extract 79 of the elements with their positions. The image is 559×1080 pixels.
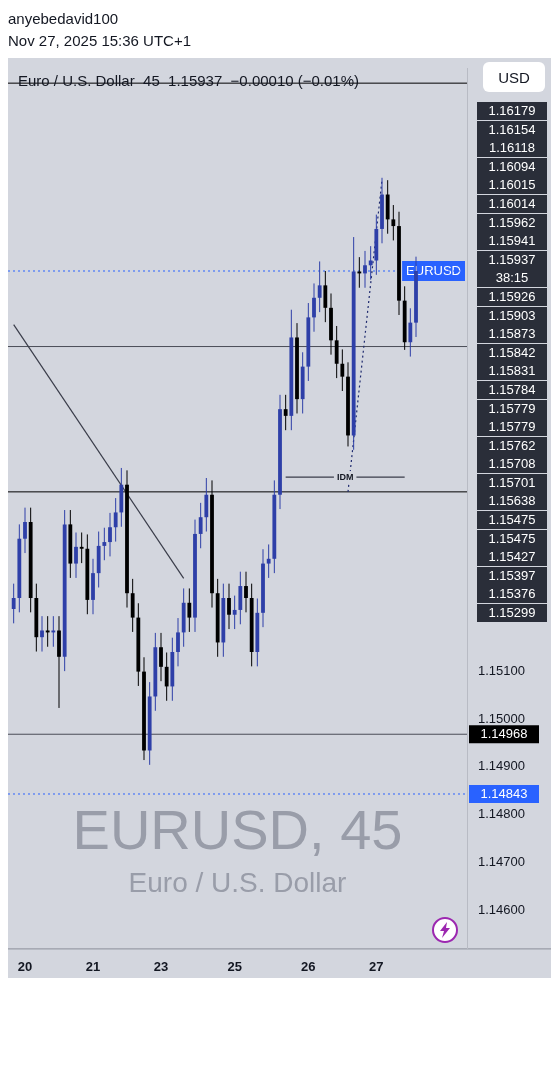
x-tick-label: 27 bbox=[369, 958, 384, 974]
y-tick-label: 1.15000 bbox=[478, 710, 525, 726]
annotation: Euro / U.S. Dollar bbox=[128, 866, 347, 898]
candlestick bbox=[323, 270, 328, 323]
candlestick bbox=[312, 282, 316, 333]
text: 1.15475 bbox=[477, 529, 547, 548]
candlestick bbox=[102, 527, 107, 561]
candlestick bbox=[334, 325, 339, 379]
text: 1.15708 bbox=[477, 455, 547, 474]
candlestick bbox=[40, 615, 44, 653]
candlestick bbox=[266, 543, 271, 579]
text: 1.15427 bbox=[477, 548, 547, 567]
candlestick bbox=[187, 587, 192, 633]
y-tick-label: 1.14600 bbox=[478, 901, 525, 917]
annotation: IDM bbox=[336, 471, 354, 482]
x-tick-label: 23 bbox=[153, 958, 169, 974]
candlestick bbox=[391, 204, 396, 241]
text: 1.15299 bbox=[477, 604, 547, 623]
x-tick-label: 21 bbox=[85, 958, 101, 974]
annotation: EURUSD bbox=[406, 262, 462, 278]
candlestick bbox=[363, 250, 367, 289]
candlestick bbox=[23, 507, 27, 554]
candlestick bbox=[357, 256, 362, 289]
text: 1.15903 bbox=[477, 306, 547, 325]
candlestick bbox=[74, 532, 78, 579]
text: 1.15779 bbox=[477, 399, 547, 418]
candlestick bbox=[204, 477, 209, 533]
text: 1.16094 bbox=[477, 157, 547, 176]
candlestick bbox=[108, 512, 112, 557]
candlestick bbox=[11, 583, 16, 624]
text: 1.15962 bbox=[477, 213, 547, 232]
annotation: EURUSD, 45 bbox=[72, 798, 403, 862]
candlestick bbox=[340, 348, 345, 392]
x-tick-label: 26 bbox=[301, 958, 316, 974]
text: 1.15762 bbox=[477, 436, 547, 455]
text: 1.15376 bbox=[477, 585, 547, 604]
text: 1.15937 bbox=[477, 250, 547, 269]
text: 1.16014 bbox=[477, 194, 547, 213]
candlestick bbox=[176, 617, 180, 667]
text: anyebedavid100 bbox=[8, 9, 120, 29]
text: 1.16118 bbox=[477, 139, 547, 158]
y-tick-label: 1.15100 bbox=[478, 662, 525, 678]
candlestick bbox=[244, 571, 248, 613]
text: 1.16154 bbox=[477, 120, 547, 139]
candlestick bbox=[238, 571, 243, 625]
candlestick bbox=[317, 260, 322, 313]
candlestick bbox=[159, 632, 163, 682]
candlestick bbox=[283, 394, 288, 431]
candlestick bbox=[232, 595, 237, 630]
text: 1.15779 bbox=[477, 418, 547, 437]
text: 1.15701 bbox=[477, 473, 547, 492]
candlestick bbox=[368, 245, 373, 281]
text: 1.15475 bbox=[477, 511, 547, 530]
text: 38:15 bbox=[477, 269, 547, 288]
text: 1.15638 bbox=[477, 492, 547, 511]
x-tick-label: 20 bbox=[17, 958, 33, 974]
y-tick-label: 1.14800 bbox=[478, 806, 525, 822]
text: USD bbox=[483, 62, 545, 92]
text: 1.16179 bbox=[477, 102, 547, 120]
candlestick bbox=[408, 307, 413, 358]
text: 1.15941 bbox=[477, 232, 547, 251]
candlestick bbox=[79, 532, 84, 564]
text: 1.15784 bbox=[477, 380, 547, 399]
text: 1.16015 bbox=[477, 176, 547, 195]
text: 1.15926 bbox=[477, 287, 547, 306]
text: Nov 27, 2025 15:36 UTC+1 bbox=[8, 31, 193, 51]
y-tick-label: 1.14700 bbox=[478, 853, 525, 869]
candlestick bbox=[227, 583, 231, 630]
text: 1.15873 bbox=[477, 325, 547, 344]
text: 1.15397 bbox=[477, 566, 547, 585]
ref-line-label: 1.14843 bbox=[480, 785, 528, 801]
y-tick-label: 1.14900 bbox=[478, 758, 525, 774]
candlestick bbox=[164, 651, 169, 702]
ref-line-label: 1.14968 bbox=[480, 725, 528, 741]
candlestick bbox=[113, 497, 118, 543]
text: 1.15831 bbox=[477, 362, 547, 381]
text: 1.15842 bbox=[477, 343, 547, 362]
candlestick bbox=[198, 502, 203, 549]
x-tick-label: 25 bbox=[227, 958, 242, 974]
